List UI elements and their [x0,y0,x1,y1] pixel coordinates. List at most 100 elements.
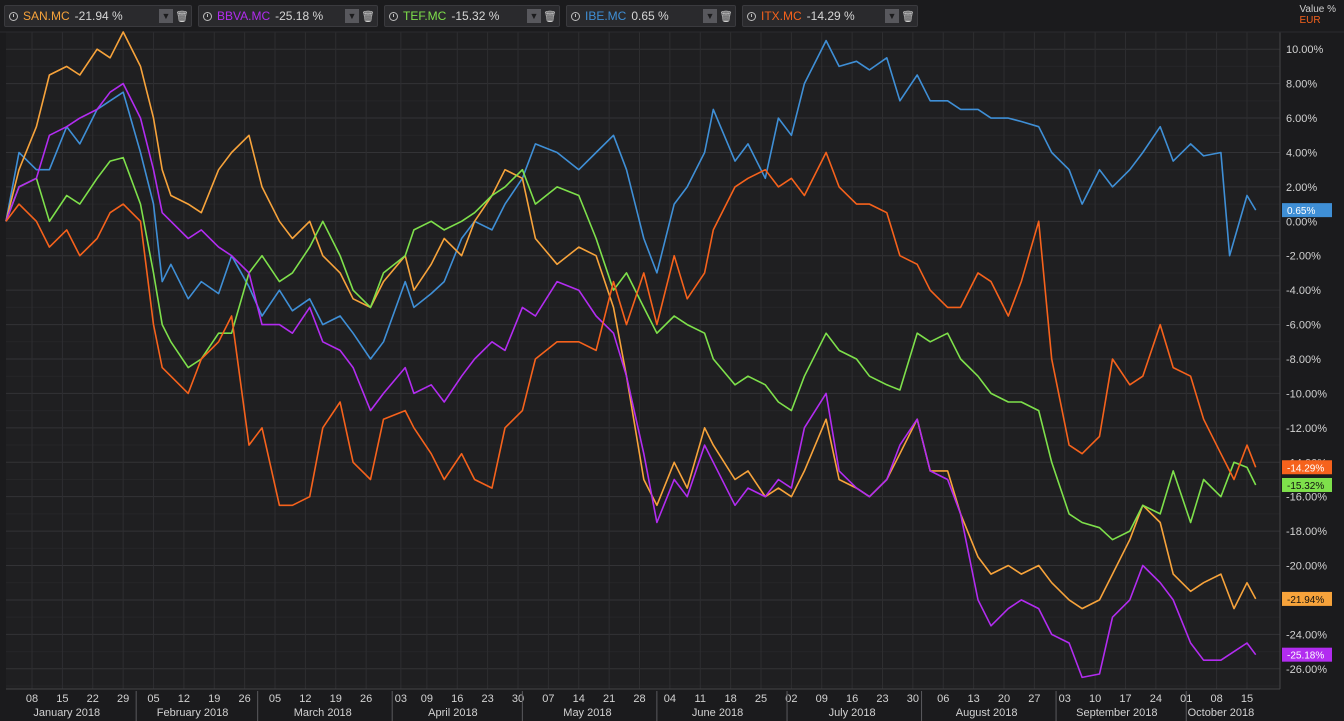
last-value-label: 0.65% [1287,206,1315,217]
last-value-tag-san-mc: -21.94% [1282,591,1332,606]
clock-icon [389,11,398,21]
clock-icon [203,11,212,21]
y-tick-label: -4.00% [1286,285,1321,297]
y-tick-label: -12.00% [1286,423,1327,435]
month-label: March 2018 [294,707,352,719]
y-tick-label: 4.00% [1286,147,1317,159]
legend-item-tef-mc[interactable]: TEF.MC -15.32 % ▼ 🗑 [384,5,560,27]
x-tick-label: 12 [299,693,311,705]
trash-icon[interactable]: 🗑 [175,10,189,23]
y-tick-label: 6.00% [1286,113,1317,125]
legend-change: -15.32 % [451,9,500,23]
series-line-ibe-mc [5,39,1257,360]
x-tick-label: 15 [56,693,68,705]
y-tick-label: -20.00% [1286,561,1327,573]
y-tick-label: 2.00% [1286,182,1317,194]
x-tick-label: 20 [998,693,1010,705]
x-tick-label: 27 [1028,693,1040,705]
x-tick-label: 26 [360,693,372,705]
x-tick-label: 23 [482,693,494,705]
last-value-tag-itx-mc: -14.29% [1282,460,1332,475]
x-tick-label: 30 [512,693,524,705]
chevron-down-icon[interactable]: ▼ [527,9,541,23]
x-tick-label: 04 [664,693,676,705]
month-label: April 2018 [428,707,478,719]
legend-ticker: SAN.MC [23,9,70,23]
trash-icon[interactable]: 🗑 [543,10,557,23]
legend-ticker: BBVA.MC [217,9,271,23]
series-line-bbva-mc [5,82,1257,679]
month-label: May 2018 [563,707,611,719]
x-tick-label: 05 [269,693,281,705]
x-tick-label: 29 [117,693,129,705]
clock-icon [747,11,756,21]
trash-icon[interactable]: 🗑 [719,10,733,23]
x-tick-label: 02 [785,693,797,705]
axis-unit: Value % EUR [1299,4,1336,26]
x-tick-label: 09 [816,693,828,705]
legend-item-san-mc[interactable]: SAN.MC -21.94 % ▼ 🗑 [4,5,192,27]
x-tick-label: 08 [26,693,38,705]
legend-item-ibe-mc[interactable]: IBE.MC 0.65 % ▼ 🗑 [566,5,736,27]
month-label: February 2018 [157,707,229,719]
x-tick-label: 19 [208,693,220,705]
legend-ticker: IBE.MC [585,9,627,23]
clock-icon [571,11,580,21]
legend-change: -14.29 % [806,9,855,23]
y-tick-label: -10.00% [1286,388,1327,400]
x-tick-label: 09 [421,693,433,705]
x-tick-label: 19 [330,693,342,705]
x-tick-label: 11 [695,693,706,705]
trash-icon[interactable]: 🗑 [361,10,375,23]
legend-bar: SAN.MC -21.94 % ▼ 🗑 BBVA.MC -25.18 % ▼ 🗑 TEF.MC -… [0,0,1280,32]
last-value-tag-bbva-mc: -25.18% [1282,647,1332,662]
x-tick-label: 28 [633,693,645,705]
clock-icon [9,11,18,21]
x-tick-label: 30 [907,693,919,705]
x-tick-label: 16 [846,693,858,705]
y-tick-label: 10.00% [1286,44,1324,56]
y-tick-label: 0.00% [1286,216,1317,228]
x-tick-label: 13 [967,693,979,705]
x-tick-label: 24 [1150,693,1162,705]
y-tick-label: -24.00% [1286,629,1327,641]
last-value-tag-tef-mc: -15.32% [1282,477,1332,492]
y-tick-label: -16.00% [1286,492,1327,504]
x-tick-label: 06 [937,693,949,705]
chevron-down-icon[interactable]: ▼ [885,9,899,23]
y-tick-label: -18.00% [1286,526,1327,538]
month-label: January 2018 [33,707,100,719]
x-tick-label: 21 [603,693,615,705]
last-value-label: -25.18% [1287,651,1324,662]
chevron-down-icon[interactable]: ▼ [345,9,359,23]
x-tick-label: 18 [725,693,737,705]
axis-unit-value: Value % [1299,4,1336,15]
month-label: August 2018 [956,707,1018,719]
legend-change: 0.65 % [631,9,669,23]
month-label: October 2018 [1188,707,1255,719]
legend-item-bbva-mc[interactable]: BBVA.MC -25.18 % ▼ 🗑 [198,5,378,27]
x-tick-label: 26 [239,693,251,705]
x-tick-label: 10 [1089,693,1101,705]
chevron-down-icon[interactable]: ▼ [703,9,717,23]
x-tick-label: 22 [87,693,99,705]
x-tick-label: 12 [178,693,190,705]
month-label: September 2018 [1076,707,1157,719]
last-value-label: -21.94% [1287,595,1324,606]
chevron-down-icon[interactable]: ▼ [159,9,173,23]
trash-icon[interactable]: 🗑 [901,10,915,23]
y-tick-label: -26.00% [1286,664,1327,676]
legend-change: -25.18 % [275,9,324,23]
x-tick-label: 07 [542,693,554,705]
series-line-tef-mc [5,156,1257,541]
last-value-label: -15.32% [1287,481,1324,492]
x-tick-label: 16 [451,693,463,705]
legend-change: -21.94 % [74,9,123,23]
series-line-itx-mc [5,151,1257,507]
axis-unit-currency: EUR [1299,15,1321,26]
x-tick-label: 15 [1241,693,1253,705]
x-tick-label: 25 [755,693,767,705]
legend-item-itx-mc[interactable]: ITX.MC -14.29 % ▼ 🗑 [742,5,918,27]
x-tick-label: 03 [395,693,407,705]
